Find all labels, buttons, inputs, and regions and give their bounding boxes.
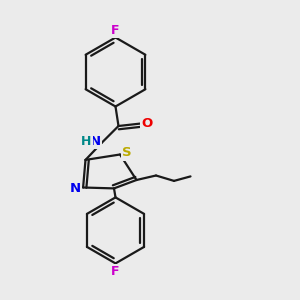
Text: N: N: [90, 135, 101, 148]
Text: O: O: [141, 117, 152, 130]
Text: N: N: [70, 182, 81, 196]
Text: F: F: [111, 23, 120, 37]
Text: S: S: [122, 146, 131, 160]
Text: H: H: [81, 135, 92, 148]
Text: F: F: [111, 265, 120, 278]
